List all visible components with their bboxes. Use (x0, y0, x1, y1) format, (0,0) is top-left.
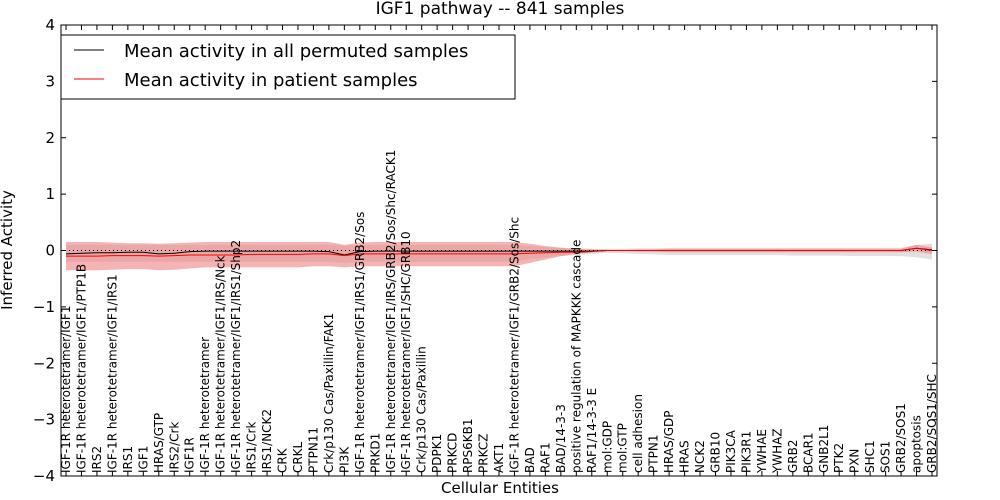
x-tick-label: PRKCD (446, 433, 460, 473)
legend-box (60, 34, 516, 100)
x-tick-label: positive regulation of MAPKKK cascade (569, 240, 583, 473)
x-tick-label: PRKD1 (368, 433, 382, 473)
x-tick-label: IGF1R (183, 437, 197, 473)
x-tick-label: PRKCZ (477, 434, 491, 473)
chart-title: IGF1 pathway -- 841 samples (376, 0, 625, 19)
x-tick-label: IGF-1R heterotetramer/IGF1/IRS/GRB2/Sos/… (384, 150, 398, 473)
y-tick-label: −1 (33, 298, 55, 316)
x-tick-label: IGF-1R heterotetramer/IGF1/SHC/GRB10 (399, 231, 413, 473)
x-tick-label: BAD (523, 447, 537, 473)
x-tick-label: BAD/14-3-3 (554, 404, 568, 473)
x-tick-label: apoptosis (910, 415, 924, 473)
y-tick-label: 2 (45, 129, 55, 147)
x-tick-label: AKT1 (492, 443, 506, 473)
series-lines (65, 247, 933, 257)
x-tick-label: GNB2L1 (817, 425, 831, 473)
x-tick-label: HRAS/GTP (152, 413, 166, 473)
legend-label-patient: Mean activity in patient samples (124, 70, 418, 91)
x-tick-label: PTPN11 (306, 427, 320, 473)
x-tick-label: HRAS/GDP (662, 410, 676, 473)
x-tick-label: RPS6KB1 (461, 418, 475, 473)
y-tick-label: −3 (33, 411, 55, 429)
line-series-1 (66, 247, 933, 257)
x-tick-label: CRKL (291, 441, 305, 473)
x-tick-label: GRB2/SOS1/SHC (925, 374, 939, 473)
x-tick-label: CRK (276, 447, 290, 473)
x-tick-label: BCAR1 (801, 432, 815, 473)
x-tick-label: YWHAE (755, 429, 769, 474)
x-tick-label: YWHAZ (770, 428, 784, 474)
x-tick-label: PDPK1 (430, 434, 444, 473)
x-tick-label: IRS2 (90, 446, 104, 473)
x-tick-label: NCK2 (693, 440, 707, 473)
y-axis-label: Inferred Activity (0, 190, 16, 310)
x-tick-label: IRS1/NCK2 (260, 409, 274, 473)
x-axis-label: Cellular Entities (441, 479, 559, 497)
x-tick-label: SHC1 (863, 440, 877, 473)
x-tick-label: RAF1 (538, 442, 552, 473)
y-tick-label: 3 (45, 72, 55, 90)
x-tick-label: GRB2 (786, 439, 800, 473)
x-tick-label: IRS1/Crk (245, 422, 259, 473)
x-tick-label: IGF-1R heterotetramer (198, 337, 212, 473)
x-tick-label: IGF-1R heterotetramer/IGF1/IRS1 (105, 274, 119, 473)
y-axis: −4 −3 −2 −1 0 1 2 3 4 (33, 16, 937, 485)
x-tick-label: mol:GTP (616, 423, 630, 473)
x-tick-label: HRAS (678, 440, 692, 473)
x-tick-label: IGF-1R heterotetramer/IGF1/PTP1B (75, 264, 89, 473)
x-tick-label: PXN (848, 449, 862, 473)
x-axis: IGF-1R heterotetramer/IGF1 IGF-1R heterot… (59, 25, 939, 476)
x-tick-label: IGF-1R heterotetramer/IGF1/IRS/Nck (214, 255, 228, 473)
x-tick-label: PI3K (337, 446, 351, 473)
band-series-1 (66, 242, 932, 271)
x-tick-label: IGF1 (136, 446, 150, 473)
x-tick-label: cell adhesion (631, 394, 645, 473)
legend-label-permuted: Mean activity in all permuted samples (124, 41, 468, 62)
x-tick-label: IGF-1R heterotetramer/IGF1/IRS1/Shp2 (229, 240, 243, 473)
y-tick-label: −4 (33, 467, 55, 485)
x-tick-label: IGF-1R heterotetramer/IGF1/IRS1/GRB2/Sos (353, 212, 367, 473)
x-tick-label: IGF-1R heterotetramer/IGF1/GRB2/Sos/Shc (508, 217, 522, 473)
x-tick-label: PTK2 (832, 443, 846, 473)
x-tick-label: IGF-1R heterotetramer/IGF1 (59, 306, 73, 473)
x-tick-label: PIK3R1 (739, 431, 753, 473)
x-tick-label: GRB10 (709, 432, 723, 473)
y-tick-label: 1 (45, 185, 55, 203)
y-tick-label: 4 (45, 16, 55, 34)
x-tick-label: IRS1 (121, 446, 135, 473)
x-tick-label: SOS1 (879, 441, 893, 473)
confidence-bands (66, 242, 932, 271)
y-tick-label: 0 (45, 242, 55, 260)
y-tick-label: −2 (33, 354, 55, 372)
x-tick-label: PIK3CA (724, 429, 738, 473)
x-tick-label: mol:GDP (600, 421, 614, 473)
x-tick-label: Crk/p130 Cas/Paxillin/FAK1 (322, 313, 336, 473)
legend: Mean activity in all permuted samples Me… (60, 34, 516, 100)
x-tick-label: Crk/p130 Cas/Paxillin (415, 346, 429, 473)
x-tick-label: GRB2/SOS1 (894, 403, 908, 473)
x-tick-label: IRS2/Crk (167, 422, 181, 473)
x-tick-label: RAF1/14-3-3 E (585, 388, 599, 473)
x-tick-label: PTPN1 (647, 435, 661, 473)
